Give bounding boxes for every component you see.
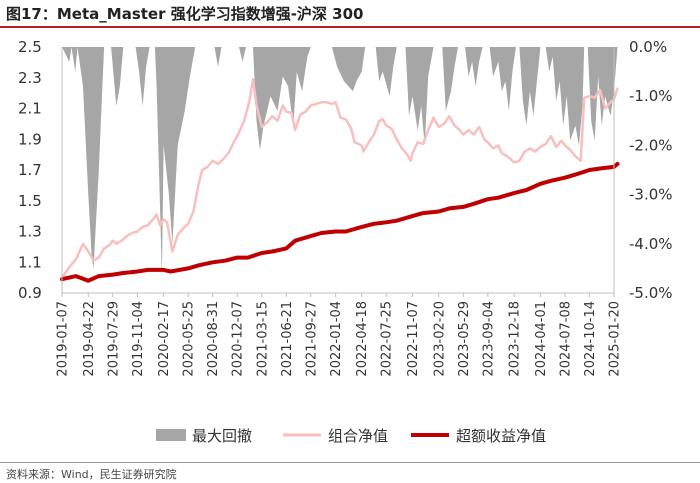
x-tick-label: 2023-05-29: [457, 301, 472, 377]
series-drawdown-area: [62, 47, 618, 279]
net-value-lines-layer: [60, 78, 620, 283]
x-tick-label: 2024-07-08: [558, 301, 573, 377]
y-tick-label: 1.5: [18, 192, 42, 210]
y-tick-label: 2.3: [18, 69, 42, 87]
title-rule: [0, 26, 700, 28]
x-tick-label: 2024-04-01: [534, 301, 549, 377]
source-note: 资料来源：Wind，民生证券研究院: [6, 468, 177, 481]
y2-tick-label: -3.0%: [629, 186, 673, 204]
x-tick-label: 2022-11-07: [406, 301, 421, 377]
footer-rule: [0, 462, 700, 463]
y-tick-label: 1.3: [18, 223, 42, 241]
drawdown-area-layer: [62, 47, 618, 279]
x-tick-label: 2024-10-14: [583, 301, 598, 377]
y-tick-label: 1.9: [18, 130, 42, 148]
legend-drawdown-swatch: [156, 429, 186, 441]
series-portfolio-net-value-line: [60, 78, 619, 279]
y-tick-label: 1.1: [18, 253, 42, 271]
x-tick-label: 2019-07-29: [106, 301, 121, 377]
legend-excess-label: 超额收益净值: [456, 427, 546, 445]
y-tick-label: 1.7: [18, 161, 42, 179]
figure-title: 图17：Meta_Master 强化学习指数增强-沪深 300: [6, 5, 364, 23]
x-tick-label: 2023-09-04: [481, 301, 496, 377]
legend-portfolio-label: 组合净值: [328, 427, 388, 445]
y2-tick-label: 0.0%: [629, 38, 667, 56]
series-excess-return-line: [60, 161, 620, 283]
y2-tick-label: -2.0%: [629, 136, 673, 154]
y-tick-label: 0.9: [18, 284, 42, 302]
legend: 最大回撤 组合净值 超额收益净值: [156, 427, 546, 445]
x-tick-label: 2022-07-25: [380, 301, 395, 377]
x-tick-label: 2025-01-20: [608, 301, 623, 377]
x-tick-label: 2021-09-27: [304, 301, 319, 377]
x-tick-label: 2019-11-04: [131, 301, 146, 377]
axes-layer: 2.5 2.3 2.1 1.9 1.7 1.5 1.3 1.1 0.9 0.0% -1.0% -2.0…: [18, 38, 673, 377]
x-tick-label: 2020-05-25: [182, 301, 197, 377]
x-tick-label: 2023-12-18: [508, 301, 523, 377]
x-tick-label: 2019-04-22: [82, 301, 97, 377]
x-tick-label: 2022-04-18: [355, 301, 370, 377]
y-tick-label: 2.1: [18, 100, 42, 118]
x-tick-label: 2023-02-20: [432, 301, 447, 377]
x-tick-label: 2021-03-15: [255, 301, 270, 377]
y2-tick-label: -4.0%: [629, 235, 673, 253]
y2-tick-label: -1.0%: [629, 87, 673, 105]
x-tick-label: 2020-12-07: [231, 301, 246, 377]
x-tick-label: 2022-01-04: [329, 301, 344, 377]
chart-svg: 2.5 2.3 2.1 1.9 1.7 1.5 1.3 1.1 0.9 0.0% -1.0% -2.0…: [18, 38, 673, 445]
x-tick-label: 2020-08-31: [206, 301, 221, 377]
x-tick-label: 2021-06-21: [280, 301, 295, 377]
x-tick-label: 2020-02-17: [157, 301, 172, 377]
legend-drawdown-label: 最大回撤: [192, 427, 252, 445]
x-tick-label: 2019-01-07: [56, 301, 71, 377]
y-tick-label: 2.5: [18, 38, 42, 56]
y2-tick-label: -5.0%: [629, 284, 673, 302]
